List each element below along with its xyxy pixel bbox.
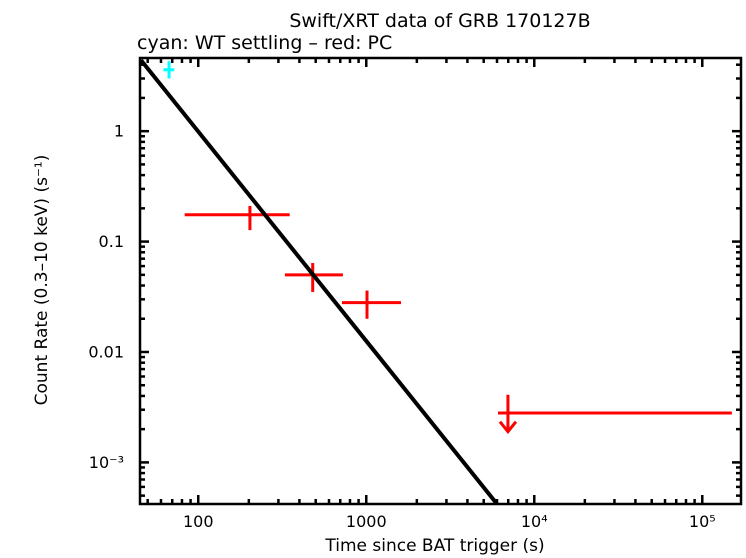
x-tick-label: 1000 <box>346 512 387 531</box>
x-tick-label: 100 <box>183 512 214 531</box>
chart-title: Swift/XRT data of GRB 170127B <box>289 10 590 32</box>
chart-subtitle: cyan: WT settling – red: PC <box>137 32 392 54</box>
upper-limit-arrow-icon <box>498 420 518 435</box>
y-tick-label: 1 <box>114 122 124 141</box>
x-tick-label: 10⁴ <box>521 512 548 531</box>
x-axis-label: Time since BAT trigger (s) <box>324 536 544 556</box>
y-tick-label: 10⁻³ <box>89 453 124 472</box>
plot-area: 100 1000 10⁴ 10⁵ 1 0.1 0.01 10⁻³ <box>88 56 743 531</box>
model-fit-line <box>139 58 499 506</box>
axes-frame <box>138 56 743 506</box>
y-tick-label: 0.1 <box>99 232 124 251</box>
y-tick-label: 0.01 <box>88 342 124 361</box>
x-tick-label: 10⁵ <box>689 512 716 531</box>
y-axis-label: Count Rate (0.3–10 keV) (s⁻¹) <box>32 155 52 406</box>
